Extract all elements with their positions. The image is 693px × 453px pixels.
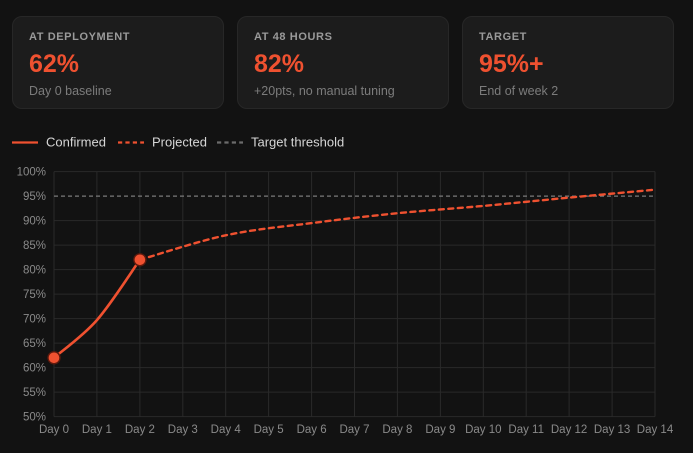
svg-text:80%: 80% bbox=[23, 265, 46, 277]
svg-text:Day 11: Day 11 bbox=[508, 424, 544, 436]
svg-text:65%: 65% bbox=[23, 338, 46, 350]
svg-text:95%: 95% bbox=[23, 191, 46, 203]
svg-text:55%: 55% bbox=[23, 387, 46, 399]
svg-text:75%: 75% bbox=[23, 289, 46, 301]
svg-text:Day 7: Day 7 bbox=[339, 424, 369, 436]
svg-text:Day 8: Day 8 bbox=[382, 424, 412, 436]
svg-text:Day 6: Day 6 bbox=[297, 424, 327, 436]
svg-text:Day 3: Day 3 bbox=[168, 424, 198, 436]
svg-text:60%: 60% bbox=[23, 363, 46, 375]
svg-text:Day 1: Day 1 bbox=[82, 424, 112, 436]
svg-text:100%: 100% bbox=[17, 167, 46, 179]
svg-text:Day 0: Day 0 bbox=[39, 424, 69, 436]
svg-text:50%: 50% bbox=[23, 412, 46, 424]
svg-text:Day 5: Day 5 bbox=[254, 424, 284, 436]
svg-text:90%: 90% bbox=[23, 216, 46, 228]
svg-text:70%: 70% bbox=[23, 314, 46, 326]
svg-text:Day 4: Day 4 bbox=[211, 424, 242, 436]
svg-text:Day 14: Day 14 bbox=[637, 424, 674, 436]
svg-text:Day 10: Day 10 bbox=[465, 424, 501, 436]
svg-text:Day 13: Day 13 bbox=[594, 424, 630, 436]
svg-text:Day 12: Day 12 bbox=[551, 424, 587, 436]
svg-text:Day 2: Day 2 bbox=[125, 424, 155, 436]
svg-text:85%: 85% bbox=[23, 240, 46, 252]
svg-text:Day 9: Day 9 bbox=[425, 424, 455, 436]
